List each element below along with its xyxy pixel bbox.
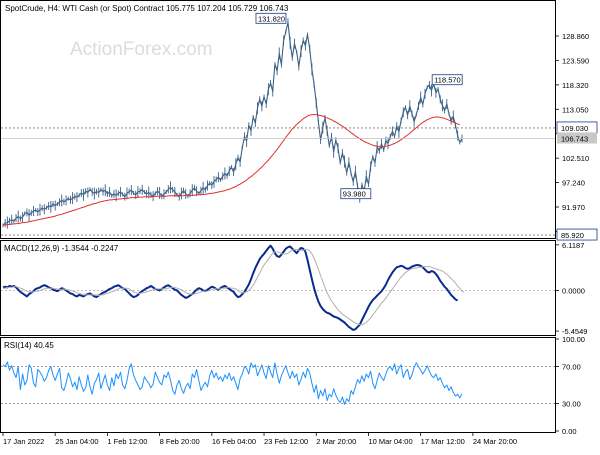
rsi-tick-label-2: 30.00 — [562, 399, 581, 408]
rsi-tick-label-1: 70.00 — [562, 363, 581, 372]
annotation-box-0 — [255, 12, 287, 24]
macd-panel-frame — [0, 240, 556, 336]
rsi-plot — [1, 361, 555, 405]
x-tick-label-0: 17 Jan 2022 — [3, 437, 44, 446]
annotation-label-0: 131.820 — [258, 14, 285, 23]
macd-plot — [1, 244, 555, 331]
price-tick-label-3: 113.050 — [562, 105, 589, 114]
x-tick-label-2: 1 Feb 12:00 — [107, 437, 147, 446]
current-price-box — [557, 132, 597, 144]
price-tick-label-7: 91.970 — [562, 203, 585, 212]
x-tick-label-4: 16 Feb 04:00 — [212, 437, 256, 446]
x-tick-label-5: 23 Feb 12:00 — [264, 437, 308, 446]
x-tick-label-6: 2 Mar 20:00 — [316, 437, 356, 446]
price-tick-label-5: 102.510 — [562, 154, 589, 163]
rsi-panel-title: RSI(14) 40.45 — [4, 341, 54, 350]
current-price-label: 106.743 — [561, 135, 588, 144]
watermark: ActionForex.com — [70, 39, 213, 60]
macd-series-0 — [2, 244, 459, 331]
price-plot: 131.820 118.570 93.980 — [1, 12, 555, 236]
price-tick-label-2: 118.320 — [562, 81, 589, 90]
price-series-1 — [3, 114, 460, 226]
rsi-panel-frame — [0, 337, 556, 433]
price-tick-label-0: 128.860 — [562, 32, 589, 41]
price-tick-label-6: 97.240 — [562, 179, 585, 188]
annotation-label-1: 118.570 — [434, 76, 461, 85]
rsi-tick-label-0: 100.00 — [562, 335, 585, 344]
price-panel-title: SpotCrude, H4: WTI Cash (or Spot) Contra… — [5, 4, 289, 13]
rsi-series-0 — [2, 361, 463, 405]
level-label-1: 85.920 — [561, 231, 584, 240]
x-tick-label-9: 24 Mar 20:00 — [473, 437, 517, 446]
axes: 128.860123.590118.320113.050107.780102.5… — [2, 32, 598, 446]
macd-tick-label-1: 0.0000 — [562, 286, 585, 295]
macd-tick-label-0: 6.1187 — [562, 241, 584, 250]
macd-tick-label-2: -5.4549 — [562, 327, 587, 336]
macd-series-1 — [3, 248, 465, 326]
x-tick-label-3: 8 Feb 20:00 — [160, 437, 200, 446]
x-tick-label-1: 25 Jan 04:00 — [55, 437, 98, 446]
x-tick-label-7: 10 Mar 04:00 — [368, 437, 412, 446]
annotation-label-2: 93.980 — [343, 190, 366, 199]
x-tick-label-8: 17 Mar 12:00 — [421, 437, 465, 446]
level-box-1 — [556, 228, 598, 241]
price-tick-label-1: 123.590 — [562, 56, 589, 65]
macd-panel-title: MACD(12,26,9) -1.3544 -0.2247 — [4, 244, 119, 253]
rsi-tick-label-3: 0.00 — [562, 427, 577, 436]
price-panel-frame — [0, 0, 556, 239]
level-label-0: 109.030 — [561, 124, 588, 133]
annotation-box-1 — [431, 74, 463, 86]
annotation-box-2 — [340, 188, 372, 200]
